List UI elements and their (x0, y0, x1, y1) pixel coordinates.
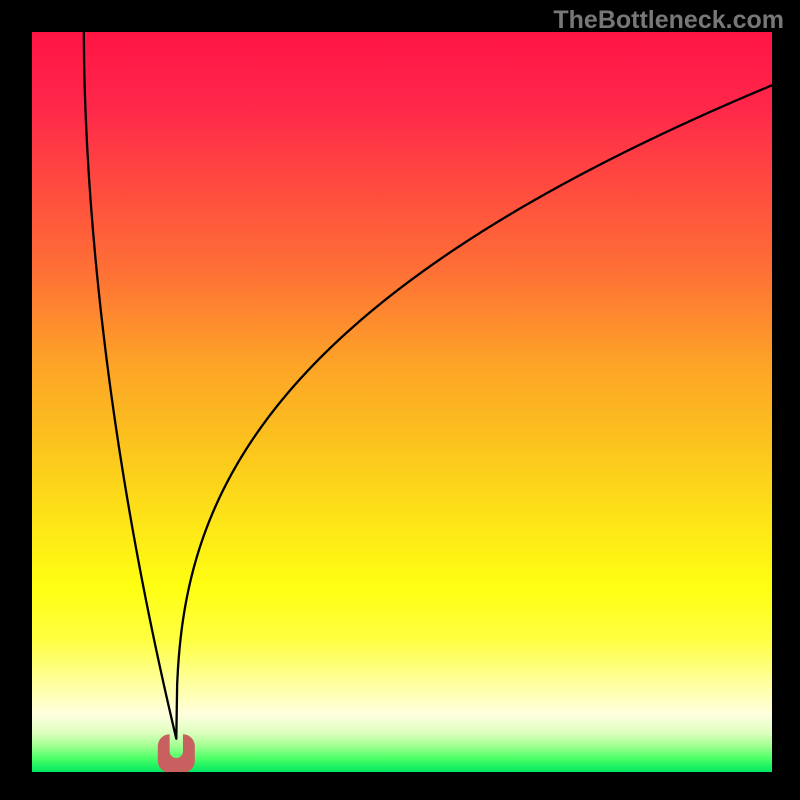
plot-area (32, 32, 772, 772)
chart-root: TheBottleneck.com (0, 0, 800, 800)
gradient-background (32, 32, 772, 772)
watermark-link[interactable]: TheBottleneck.com (553, 6, 784, 35)
